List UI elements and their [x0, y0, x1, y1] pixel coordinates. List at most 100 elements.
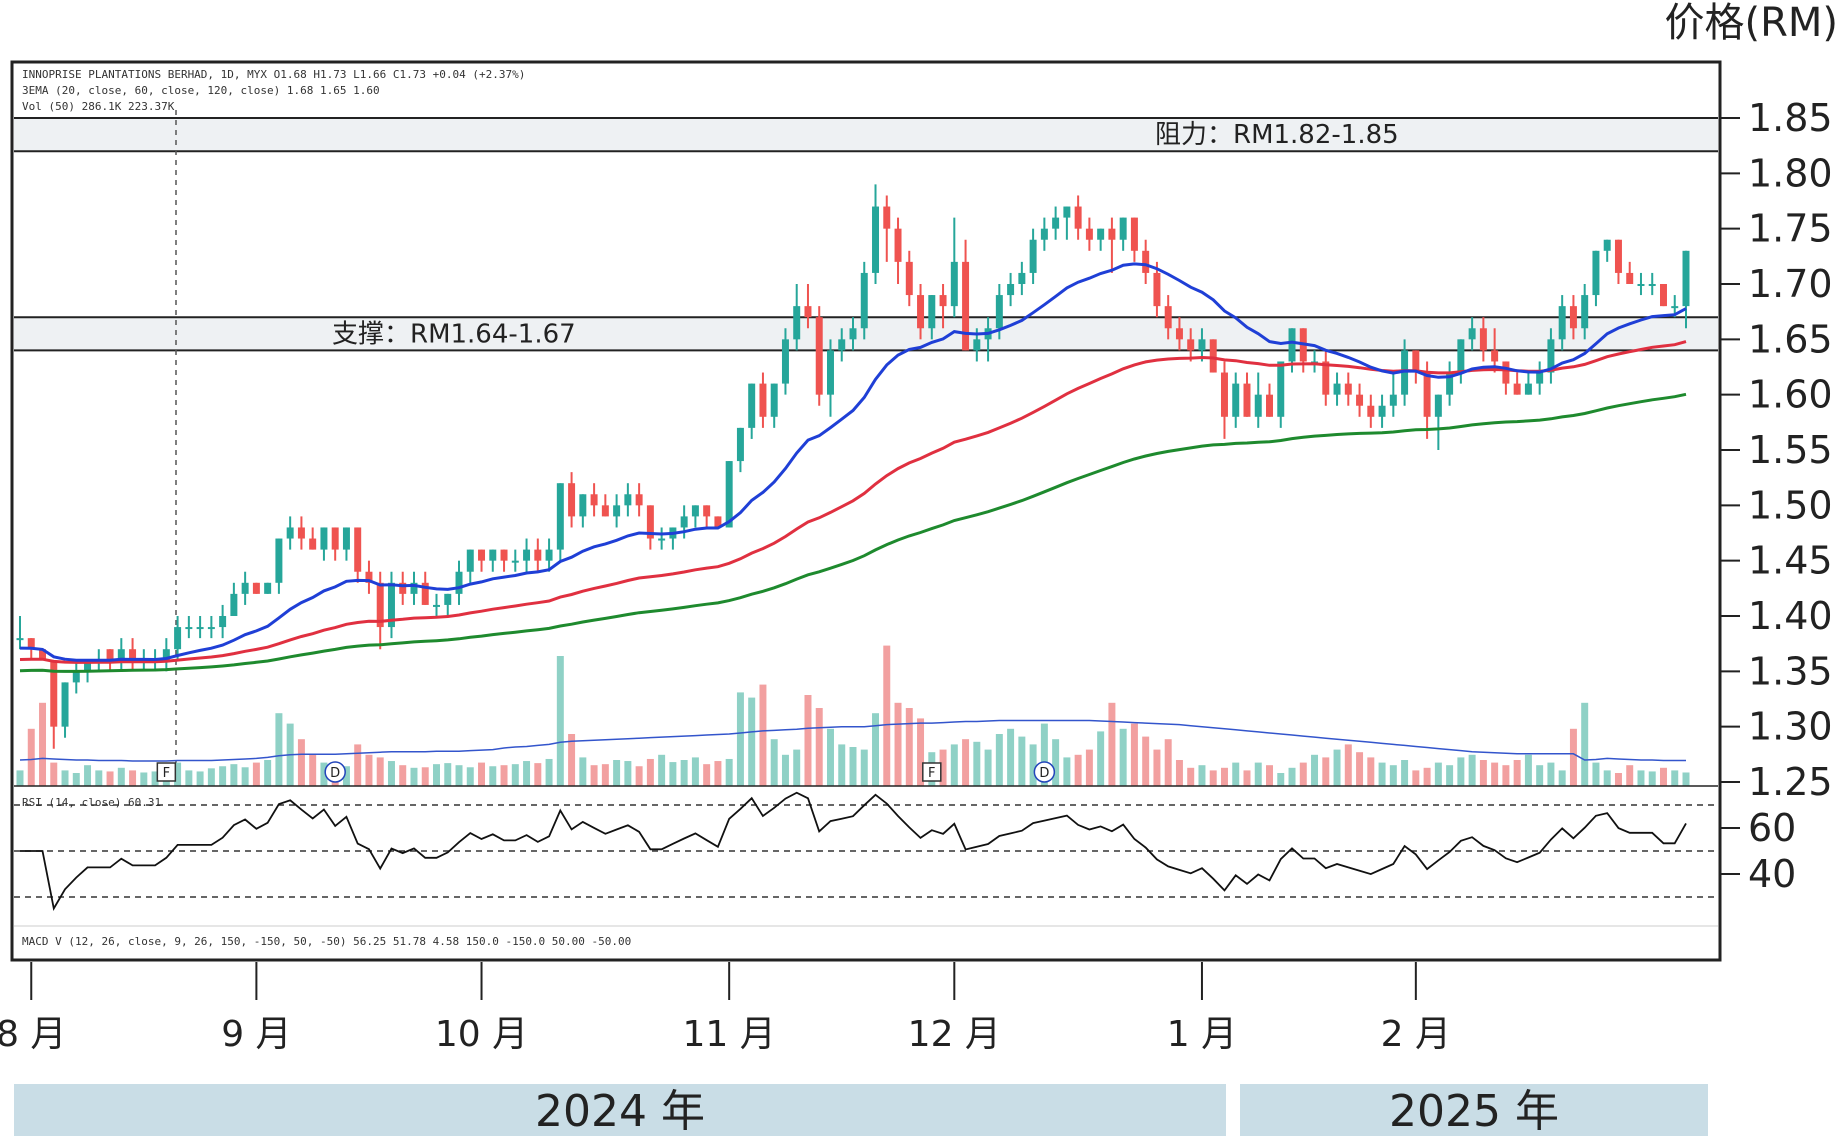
candle-body: [50, 660, 58, 727]
candle-body: [1243, 383, 1251, 417]
candle: [500, 549, 508, 572]
candle-body: [1446, 372, 1454, 395]
volume-ma-line: [19, 719, 1686, 762]
candle-body: [1266, 394, 1273, 417]
candle-body: [1153, 272, 1161, 307]
candle-body: [849, 328, 857, 340]
candle-body: [1558, 306, 1566, 340]
candle: [286, 516, 294, 550]
marker-label: D: [1039, 766, 1049, 781]
volume-bar: [984, 749, 992, 786]
candle: [354, 527, 362, 583]
candle: [1052, 206, 1060, 240]
year-label-2025: 2025 年: [1389, 1086, 1559, 1137]
candle-body: [207, 627, 215, 630]
candle-body: [84, 660, 92, 672]
candle: [230, 582, 238, 616]
candle: [1187, 328, 1195, 362]
candle: [534, 538, 542, 572]
volume-bar: [1479, 760, 1487, 786]
candle: [894, 217, 902, 284]
volume-bar: [1322, 757, 1330, 786]
volume-bar: [1569, 728, 1577, 786]
candle-body: [1671, 306, 1679, 309]
event-marker: D: [324, 761, 346, 783]
marker-label: F: [928, 766, 935, 781]
volume-bar: [478, 762, 486, 786]
candle-body: [376, 582, 384, 628]
price-tick-label: 1.45: [1748, 539, 1833, 583]
candle-body: [1491, 350, 1499, 362]
support-label: 支撑：RM1.64-1.67: [332, 319, 576, 349]
candle: [1142, 239, 1150, 284]
volume-bar: [736, 692, 744, 786]
candle-body: [1029, 239, 1037, 273]
volume-bar: [1097, 731, 1105, 786]
candle-body: [16, 638, 24, 641]
candle-body: [1592, 250, 1600, 296]
candle-body: [826, 350, 834, 395]
candle-body: [534, 549, 542, 561]
marker-label: D: [330, 766, 340, 781]
month-tick-label: 11 月: [683, 1014, 776, 1055]
candle: [1198, 328, 1206, 362]
month-tick-label: 2 月: [1381, 1014, 1451, 1055]
candle-body: [264, 582, 272, 594]
candle-body: [252, 582, 260, 594]
volume-bar: [309, 754, 317, 786]
volume-bar: [16, 770, 24, 786]
candle: [1356, 383, 1364, 417]
volume-bar: [1153, 749, 1161, 786]
candle-body: [590, 494, 598, 506]
candle-body: [838, 339, 846, 351]
candle-body: [196, 627, 204, 630]
candle: [16, 616, 24, 650]
candle: [1592, 250, 1600, 307]
candle: [838, 328, 846, 362]
candle-body: [894, 228, 902, 262]
candle: [849, 317, 857, 351]
volume-bar: [658, 754, 666, 786]
candle: [1446, 361, 1454, 406]
volume-bar: [1254, 762, 1262, 786]
volume-bar: [1547, 762, 1555, 786]
candle: [444, 593, 452, 616]
candle: [1614, 239, 1622, 284]
candle-body: [1423, 372, 1431, 417]
candle: [1378, 394, 1386, 428]
candle: [781, 328, 789, 395]
price-tick-label: 1.75: [1748, 207, 1833, 251]
candle: [1412, 350, 1420, 384]
candle: [815, 306, 823, 406]
month-tick-label: 1 月: [1167, 1014, 1237, 1055]
volume-bar: [646, 758, 654, 786]
candle: [1164, 295, 1172, 340]
candle: [387, 571, 395, 639]
candle-body: [815, 317, 823, 395]
candle: [1085, 217, 1093, 251]
candle-body: [1074, 206, 1082, 229]
candle: [1209, 339, 1217, 373]
volume-bar: [342, 766, 350, 786]
candle: [1659, 284, 1667, 307]
candle-body: [1367, 405, 1375, 417]
candle-body: [421, 582, 429, 605]
candle: [196, 616, 204, 639]
volume-bar: [1659, 767, 1667, 786]
candle-body: [725, 461, 733, 528]
candle-body: [714, 516, 722, 528]
volume-bar: [579, 757, 587, 786]
candle: [1063, 206, 1071, 240]
candle: [61, 682, 69, 738]
volume-bar: [883, 645, 891, 786]
candle: [399, 571, 407, 605]
candle-body: [511, 560, 519, 563]
candle-body: [342, 527, 350, 550]
candle-body: [759, 383, 767, 417]
volume-bar: [1457, 757, 1465, 786]
candle-body: [433, 604, 440, 607]
candle: [950, 217, 958, 318]
volume-bar: [1536, 765, 1544, 786]
volume-bar: [1232, 762, 1240, 786]
